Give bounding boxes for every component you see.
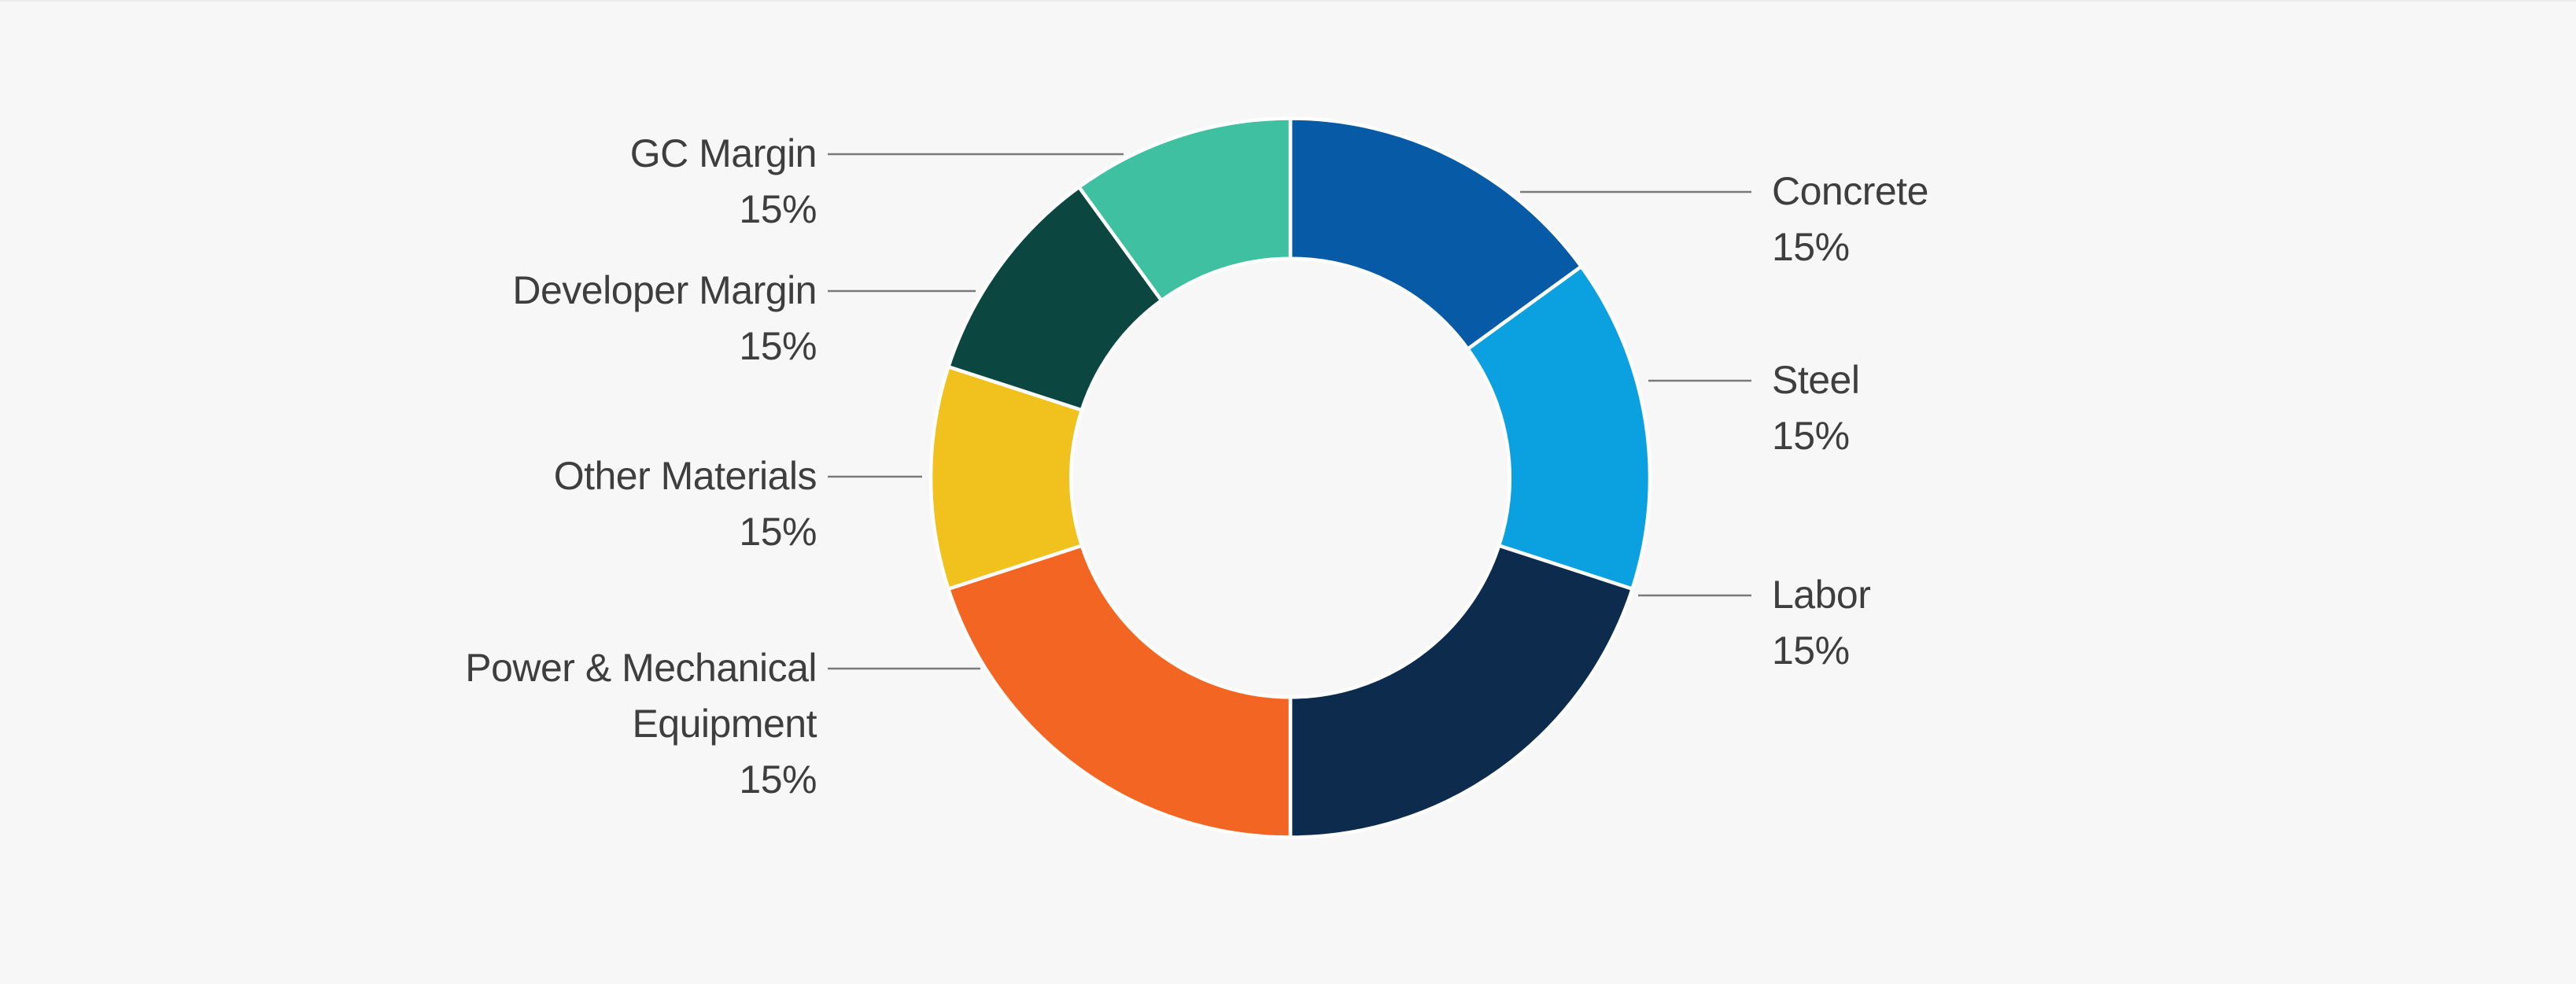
slice-label-name: GC Margin bbox=[629, 131, 817, 175]
slice-label-value: 15% bbox=[1772, 414, 1850, 458]
slice-label-name: Concrete bbox=[1772, 169, 1928, 213]
slice-label-value: 15% bbox=[739, 187, 817, 231]
slice-label-name: Other Materials bbox=[553, 454, 817, 498]
slice-label-value: 15% bbox=[739, 510, 817, 554]
donut-slice-gc-margin bbox=[1076, 116, 1293, 304]
slice-label-labor: Labor 15% bbox=[1772, 567, 1871, 679]
slice-label-other-materials: Other Materials 15% bbox=[408, 448, 817, 560]
top-edge-line bbox=[0, 0, 2576, 2]
slice-label-value: 15% bbox=[739, 324, 817, 368]
slice-label-name: Steel bbox=[1772, 358, 1860, 402]
donut-slice-concrete bbox=[1288, 116, 1584, 352]
slice-label-value: 15% bbox=[739, 757, 817, 802]
slice-label-value: 15% bbox=[1772, 225, 1850, 269]
slice-label-concrete: Concrete 15% bbox=[1772, 164, 1928, 275]
donut-slice-power-mechanical-equipment bbox=[946, 543, 1293, 839]
slice-label-developer-margin: Developer Margin 15% bbox=[408, 263, 817, 374]
slice-label-power-mechanical: Power & Mechanical Equipment 15% bbox=[408, 640, 817, 808]
slice-label-gc-margin: GC Margin 15% bbox=[408, 126, 817, 238]
donut-chart bbox=[928, 116, 1652, 839]
slice-label-steel: Steel 15% bbox=[1772, 352, 1860, 464]
slice-label-value: 15% bbox=[1772, 628, 1850, 673]
leader-lines bbox=[828, 153, 1751, 670]
slice-label-name: Labor bbox=[1772, 573, 1871, 617]
slice-label-name: Power & Mechanical Equipment bbox=[465, 646, 817, 746]
donut-slice-steel bbox=[1465, 264, 1652, 592]
slice-label-name: Developer Margin bbox=[512, 268, 817, 312]
donut-slice-labor bbox=[1288, 543, 1635, 839]
